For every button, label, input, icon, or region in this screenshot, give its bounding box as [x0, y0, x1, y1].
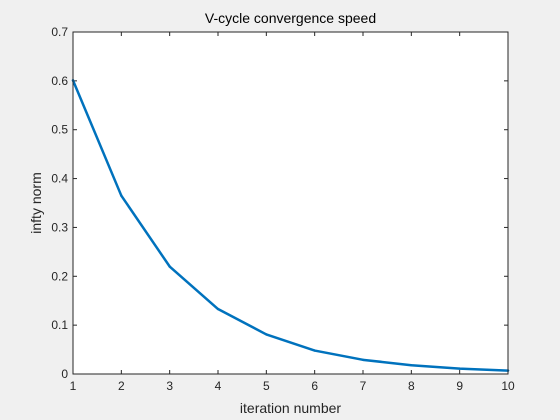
data-point: [216, 307, 220, 311]
x-axis-label: iteration number: [240, 400, 342, 416]
y-tick-label: 0.5: [51, 123, 68, 137]
y-tick-label: 0.4: [51, 172, 68, 186]
x-tick-label: 5: [263, 379, 270, 393]
data-point: [120, 194, 123, 197]
x-tick-label: 8: [408, 379, 415, 393]
x-tick-label: 6: [311, 379, 318, 393]
x-tick-label: 2: [118, 379, 125, 393]
ticks-layer: [72, 31, 509, 375]
series-layer: [71, 79, 510, 372]
data-point: [458, 367, 461, 370]
plot-area: [73, 32, 508, 374]
x-tick-label: 9: [456, 379, 463, 393]
x-tick-label: 3: [166, 379, 173, 393]
chart-title: V-cycle convergence speed: [205, 10, 376, 26]
data-point: [168, 265, 171, 268]
y-tick-label: 0.3: [51, 220, 68, 234]
y-tick-label: 0.1: [51, 318, 68, 332]
data-point: [313, 349, 316, 352]
x-tick-label: 1: [70, 379, 77, 393]
x-tick-label: 7: [360, 379, 367, 393]
y-tick-label: 0.7: [51, 25, 68, 39]
data-point: [410, 364, 413, 367]
x-tick-label: 10: [501, 379, 515, 393]
y-tick-label: 0.2: [51, 269, 68, 283]
y-tick-label: 0: [61, 367, 68, 381]
data-point: [265, 333, 268, 336]
data-point: [361, 358, 365, 362]
y-tick-label: 0.6: [51, 74, 68, 88]
tick-labels-layer: 1 2 3 4 5 6 7 8 9 10 0 0.1 0.2 0.3 0.4 0.5 0.6 0.7: [51, 25, 515, 393]
plot-frame: [72, 31, 509, 375]
series-line: [71, 79, 510, 372]
x-tick-label: 4: [215, 379, 222, 393]
y-axis-label: infty norm: [28, 172, 44, 233]
